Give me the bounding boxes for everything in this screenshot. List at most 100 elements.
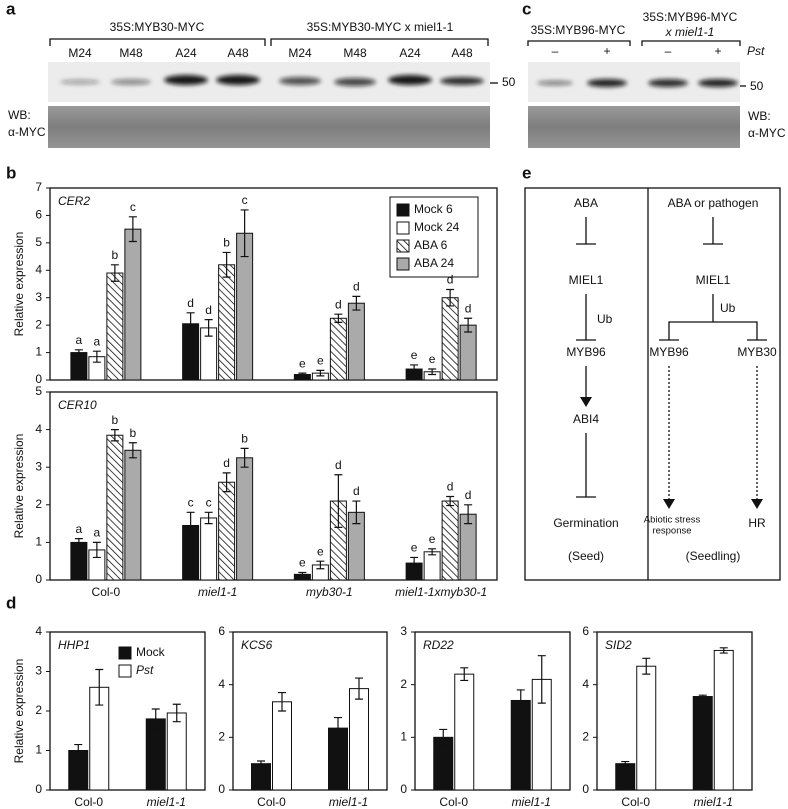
inhibit <box>576 433 596 498</box>
significance-letter: c <box>206 495 212 509</box>
treatment-label: Pst <box>747 44 765 58</box>
significance-letter: c <box>242 193 248 207</box>
node: ABA <box>574 196 598 210</box>
error-bar <box>516 689 525 712</box>
x-tick-label: miel1-1 <box>694 795 733 809</box>
error-bar <box>537 655 546 704</box>
lane-label: – <box>665 44 672 58</box>
y-tick-label: 1 <box>400 730 407 744</box>
error-bar <box>698 694 707 699</box>
error-bar <box>186 312 195 336</box>
x-tick-label: myb30-1 <box>306 585 353 599</box>
legend-swatch <box>396 221 410 235</box>
significance-letter: e <box>299 356 306 370</box>
lane-label: A48 <box>451 46 473 60</box>
panel-label: e <box>522 163 531 182</box>
error-bar <box>355 677 363 700</box>
error-bar <box>446 288 455 307</box>
node: ABA or pathogen <box>668 196 759 210</box>
bar <box>459 324 477 381</box>
error-bar <box>334 716 342 740</box>
arrowhead <box>580 397 592 407</box>
x-tick-label: miel1-1 <box>512 795 551 809</box>
significance-letter: e <box>317 354 324 368</box>
error-bar <box>222 251 231 278</box>
bar <box>329 317 347 381</box>
significance-letter: d <box>335 458 342 472</box>
error-bar <box>128 216 137 243</box>
lane-label: A48 <box>227 46 249 60</box>
group-bracket <box>49 38 266 46</box>
group-bracket <box>527 40 631 46</box>
error-bar <box>298 372 307 377</box>
legend-swatch <box>396 257 410 271</box>
group-label: 35S:MYB30-MYC <box>110 20 205 34</box>
error-bar <box>240 209 249 258</box>
y-tick-label: 0 <box>582 782 589 796</box>
y-tick-label: 3 <box>35 664 42 678</box>
error-bar <box>428 368 437 376</box>
y-tick-label: 6 <box>582 624 589 638</box>
significance-letter: d <box>447 273 454 287</box>
bar <box>454 673 475 791</box>
error-bar <box>204 319 213 337</box>
x-tick-label: Col-0 <box>439 795 468 809</box>
bar <box>441 500 459 581</box>
y-tick-label: 6 <box>35 208 42 222</box>
blot <box>48 62 490 148</box>
error-bar <box>222 472 231 493</box>
bar <box>236 457 254 581</box>
error-bar <box>151 708 160 730</box>
significance-letter: e <box>429 352 436 366</box>
significance-letter: b <box>130 426 137 440</box>
lane-label: A24 <box>175 46 197 60</box>
error-bar <box>621 760 630 767</box>
outcome: response <box>652 526 691 537</box>
panel-label: d <box>6 593 16 612</box>
y-tick-label: 1 <box>35 743 42 757</box>
y-tick-label: 5 <box>35 384 42 398</box>
error-bar <box>464 504 473 525</box>
y-tick-label: 0 <box>35 572 42 586</box>
x-tick-label: miel1-1 <box>147 795 186 809</box>
lane-label: M24 <box>68 46 92 60</box>
node: MYB96 <box>566 345 606 359</box>
error-bar <box>460 667 469 682</box>
error-bar <box>204 511 213 525</box>
y-tick-label: 4 <box>582 677 589 691</box>
gene-name: SID2 <box>605 638 632 652</box>
error-bar <box>428 548 437 556</box>
bar <box>713 649 734 791</box>
significance-letter: d <box>465 301 472 315</box>
indirect-arrow <box>668 366 758 500</box>
diagram-frame <box>524 187 781 581</box>
pathway-right: ABA or pathogen MIEL1 Ub MYB96 MYB30 Abi… <box>644 196 777 563</box>
significance-letter: d <box>353 280 360 294</box>
arrowhead <box>663 499 675 509</box>
bar <box>106 272 124 381</box>
bar <box>70 352 88 381</box>
bar <box>636 665 657 791</box>
x-tick-label: Col-0 <box>257 795 286 809</box>
group-bracket <box>641 40 741 46</box>
legend-swatch <box>396 203 410 217</box>
error-bar <box>642 657 651 675</box>
y-tick-label: 3 <box>35 459 42 473</box>
error-bar <box>352 295 361 311</box>
y-tick-label: 1 <box>35 345 42 359</box>
lane-label: + <box>714 44 721 58</box>
x-tick-label: Col-0 <box>621 795 650 809</box>
node: MYB30 <box>737 345 777 359</box>
y-tick-label: 4 <box>218 677 225 691</box>
error-bar <box>316 369 325 377</box>
legend-label: Mock <box>136 645 166 659</box>
marker-label: 50 <box>502 75 516 89</box>
error-bar <box>92 541 101 559</box>
group-label: 35S:MYB96-MYC <box>531 23 626 37</box>
bar <box>124 228 142 381</box>
error-bar <box>278 691 286 712</box>
bar <box>70 541 88 581</box>
bar <box>692 696 713 791</box>
significance-letter: d <box>465 488 472 502</box>
gene-name: CER2 <box>58 194 90 208</box>
